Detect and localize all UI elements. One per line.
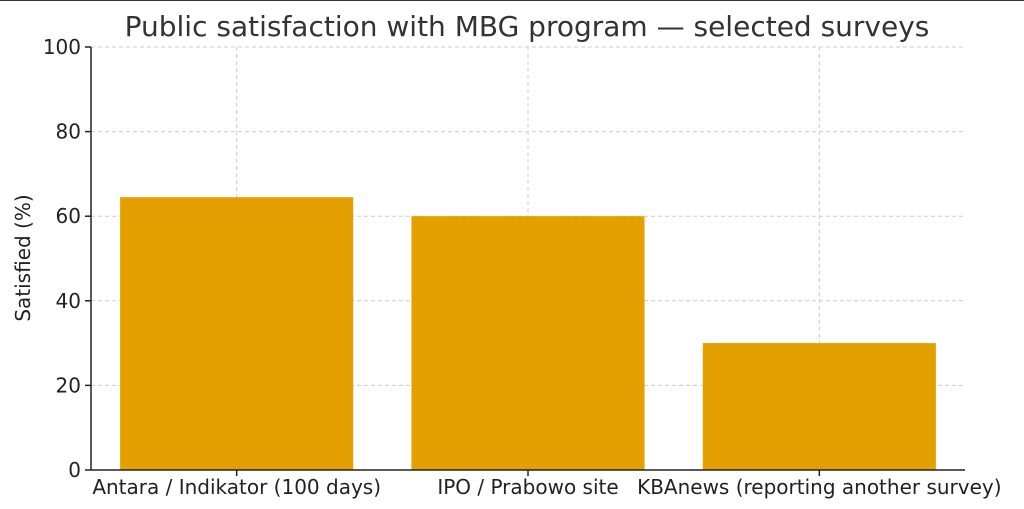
chart-title: Public satisfaction with MBG program — s… [125, 10, 930, 43]
y-tick-label: 20 [56, 373, 81, 397]
y-tick-label: 40 [56, 289, 81, 313]
y-tick-label: 80 [56, 120, 81, 144]
bar [411, 216, 645, 470]
bar [120, 197, 354, 471]
x-tick-label: IPO / Prabowo site [437, 475, 618, 499]
x-tick-label: KBAnews (reporting another survey) [637, 475, 1001, 499]
top-border-line [0, 0, 1024, 1]
bar-layer [120, 197, 936, 471]
bar [702, 343, 936, 470]
y-tick-label: 100 [43, 35, 81, 59]
axis-layer [85, 46, 965, 476]
y-tick-label: 60 [56, 204, 81, 228]
x-tick-label: Antara / Indikator (100 days) [92, 475, 381, 499]
y-axis-label: Satisfied (%) [11, 194, 35, 321]
tick-label-layer: 0 20 40 60 80 100 Antara / Indikator (100 days… [43, 35, 1002, 499]
y-tick-label: 0 [68, 458, 81, 482]
